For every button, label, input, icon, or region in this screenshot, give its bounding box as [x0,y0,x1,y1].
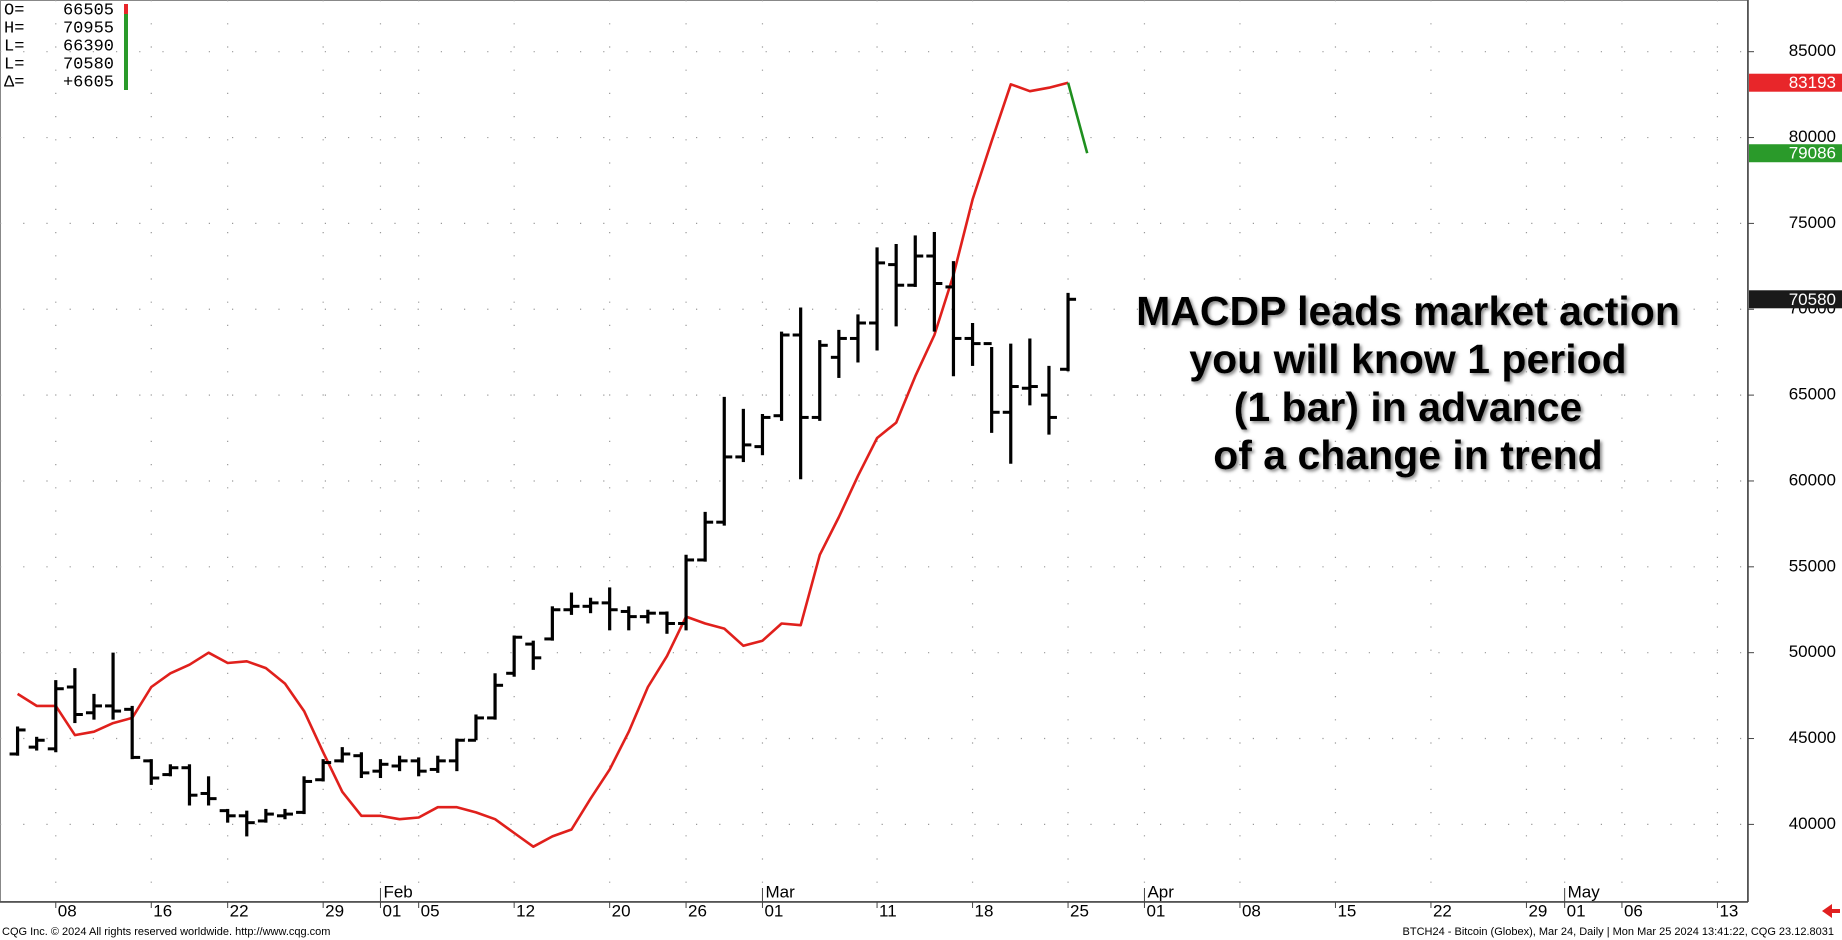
macdp-line [16,81,1069,848]
y-tick-label: 50000 [1789,642,1836,661]
plot-frame [0,0,1748,902]
info-value: 70955 [63,19,114,38]
price-marker [1749,144,1842,163]
x-tick-label: 13 [1719,901,1738,920]
x-tick-label: 01 [1146,901,1165,920]
scroll-arrow[interactable] [1822,904,1840,918]
info-indicator-top [124,4,128,14]
x-tick-label: 20 [612,901,631,920]
y-tick-label: 55000 [1789,556,1836,575]
y-tick-label: 85000 [1789,41,1836,60]
y-tick-label: 65000 [1789,385,1836,404]
footer-right: BTCH24 - Bitcoin (Globex), Mar 24, Daily… [1403,926,1834,938]
price-marker [1749,290,1842,309]
info-value: 66505 [63,1,114,20]
x-tick-label: 08 [1242,901,1261,920]
info-label: L= [4,55,24,74]
x-tick-label: 01 [764,901,783,920]
month-label: Apr [1147,882,1174,901]
info-value: +6605 [63,73,114,92]
month-label: Feb [383,882,412,901]
x-tick-label: 29 [325,901,344,920]
x-tick-label: 26 [688,901,707,920]
x-tick-label: 22 [1433,901,1452,920]
month-label: May [1568,882,1601,901]
price-marker-label: 79086 [1789,144,1836,163]
info-label: Δ= [4,73,24,92]
x-tick-label: 11 [879,901,897,920]
x-tick-label: 06 [1624,901,1643,920]
footer-left: CQG Inc. © 2024 All rights reserved worl… [2,926,330,938]
info-value: 66390 [63,37,114,56]
price-marker-label: 70580 [1789,290,1836,309]
x-tick-label: 16 [153,901,172,920]
x-tick-label: 25 [1070,901,1089,920]
month-label: Mar [765,882,795,901]
x-tick-label: 15 [1337,901,1356,920]
macdp-line [1066,82,1089,154]
x-tick-label: 22 [230,901,249,920]
info-label: O= [4,1,24,20]
info-indicator [124,4,128,90]
x-tick-label: 05 [421,901,440,920]
annotation: (1 bar) in advance [1234,384,1583,430]
x-tick-label: 08 [58,901,77,920]
x-tick-label: 29 [1528,901,1547,920]
x-tick-label: 01 [1567,901,1586,920]
price-marker [1749,73,1842,92]
annotation: MACDP leads market action [1136,288,1680,334]
annotation: you will know 1 period [1189,336,1626,382]
y-tick-label: 40000 [1789,814,1836,833]
price-marker-label: 83193 [1789,73,1836,92]
x-tick-label: 12 [516,901,535,920]
info-value: 70580 [63,55,114,74]
info-label: H= [4,19,24,38]
y-tick-label: 60000 [1789,470,1836,489]
y-tick-label: 75000 [1789,213,1836,232]
y-tick-label: 80000 [1789,127,1836,146]
x-tick-label: 01 [382,901,401,920]
annotation: of a change in trend [1213,432,1603,478]
info-label: L= [4,37,24,56]
x-tick-label: 18 [975,901,994,920]
y-tick-label: 45000 [1789,728,1836,747]
